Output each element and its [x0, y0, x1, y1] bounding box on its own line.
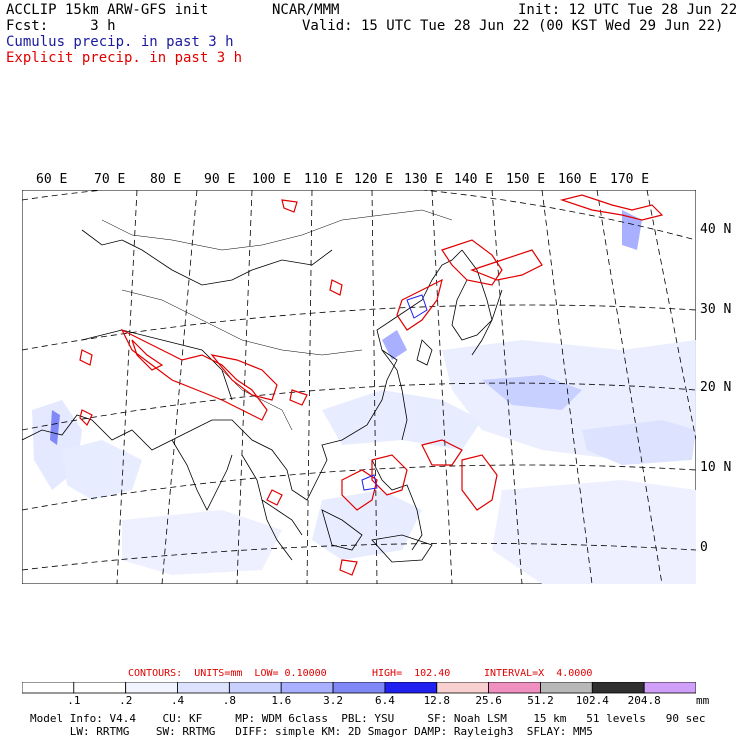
legend-swatch — [540, 682, 593, 694]
legend-swatch — [436, 682, 489, 694]
latitude-label: 10 N — [700, 460, 732, 475]
longitude-label: 90 E — [204, 172, 236, 187]
legend-tick-label: 3.2 — [323, 694, 344, 707]
latitude-label: 20 N — [700, 380, 732, 395]
legend-swatch — [488, 682, 541, 694]
legend-swatch — [177, 682, 230, 694]
longitude-label: 120 E — [354, 172, 394, 187]
legend-swatch — [643, 682, 696, 694]
contours-high: HIGH= 102.40 — [372, 668, 451, 679]
legend-tick-label: 204.8 — [627, 694, 661, 707]
contours-label: CONTOURS: UNITS=mm LOW= 0.10000 — [128, 668, 327, 679]
longitude-label: 80 E — [150, 172, 182, 187]
precipitation-map — [22, 190, 696, 584]
legend-units: mm — [696, 694, 710, 707]
valid-time: Valid: 15 UTC Tue 28 Jun 22 (00 KST Wed … — [302, 18, 724, 34]
legend-swatch — [228, 682, 282, 694]
legend-swatch — [73, 682, 126, 694]
coastlines — [22, 229, 503, 563]
legend-tick-label: .2 — [119, 694, 133, 707]
model-title: ACCLIP 15km ARW-GFS init — [6, 2, 209, 18]
latitude-label: 40 N — [700, 222, 732, 237]
legend-swatch — [125, 682, 178, 694]
explicit-precip-label: Explicit precip. in past 3 h — [6, 50, 243, 66]
legend-tick-label: 12.8 — [423, 694, 451, 707]
legend-tick-label: 6.4 — [375, 694, 395, 707]
longitude-label: 70 E — [94, 172, 126, 187]
legend-tick-label: 51.2 — [527, 694, 554, 707]
cumulus-precip-label: Cumulus precip. in past 3 h — [6, 34, 234, 50]
longitude-label: 150 E — [506, 172, 546, 187]
legend-tick-label: 102.4 — [575, 694, 609, 707]
forecast-hour: Fcst: 3 h — [6, 18, 116, 34]
init-time: Init: 12 UTC Tue 28 Jun 22 — [518, 2, 738, 18]
center-label: NCAR/MMM — [272, 2, 340, 18]
longitude-label: 170 E — [610, 172, 650, 187]
legend-swatch — [280, 682, 334, 694]
legend-swatch — [384, 682, 438, 694]
heavy-cumulus-contours — [361, 294, 428, 491]
legend-tick-label: .1 — [67, 694, 81, 707]
longitude-label: 130 E — [404, 172, 444, 187]
country-borders — [101, 209, 453, 431]
legend-tick-label: .8 — [222, 694, 237, 707]
model-info-line2: LW: RRTMG SW: RRTMG DIFF: simple KM: 2D … — [30, 725, 593, 738]
contours-interval: INTERVAL=X 4.0000 — [484, 668, 593, 679]
longitude-label: 100 E — [252, 172, 292, 187]
longitude-label: 160 E — [558, 172, 598, 187]
longitude-label: 140 E — [454, 172, 494, 187]
legend-swatch — [332, 682, 386, 694]
latitude-label: 0 — [700, 540, 708, 555]
legend-tick-label: 25.6 — [475, 694, 502, 707]
legend-swatch — [591, 682, 645, 694]
model-info-line1: Model Info: V4.4 CU: KF MP: WDM 6class P… — [30, 712, 706, 725]
precip-color-legend — [22, 682, 696, 694]
latitude-label: 30 N — [700, 302, 732, 317]
legend-tick-label: .4 — [170, 694, 185, 707]
longitude-label: 60 E — [36, 172, 68, 187]
lat-lon-grid — [22, 190, 696, 584]
explicit-precip-contours — [79, 194, 664, 576]
legend-swatch — [22, 682, 75, 694]
longitude-label: 110 E — [304, 172, 344, 187]
legend-tick-label: 1.6 — [271, 694, 292, 707]
